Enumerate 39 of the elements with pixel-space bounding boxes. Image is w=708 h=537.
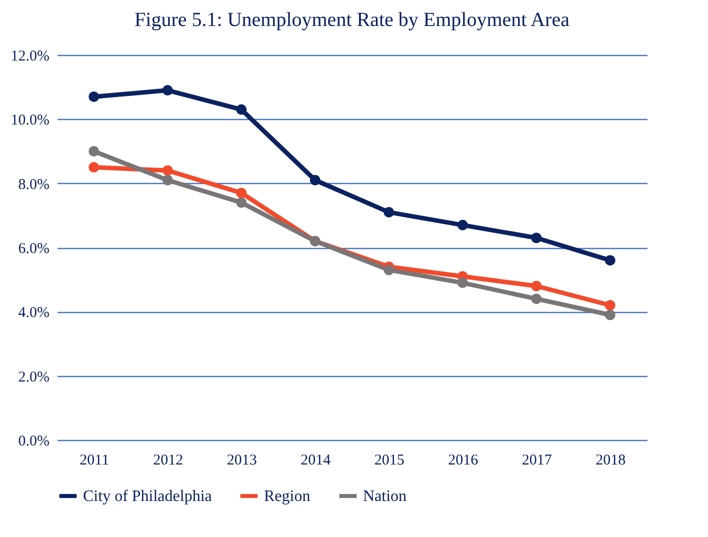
x-tick-label: 2014	[300, 452, 332, 468]
x-tick-label: 2011	[80, 452, 110, 468]
point	[236, 188, 247, 198]
y-tick-label: 8.0%	[18, 176, 50, 193]
point	[457, 278, 468, 288]
point	[531, 294, 542, 304]
y-tick-label: 6.0%	[18, 241, 50, 257]
point	[604, 310, 616, 320]
x-tick-label: 2013	[226, 452, 257, 468]
point	[162, 174, 173, 186]
y-tick-label: 2.0%	[18, 369, 50, 386]
point	[236, 104, 247, 115]
y-tick-label: 10.0%	[10, 112, 50, 129]
point	[310, 174, 320, 186]
chart-title: Figure 5.1: Unemployment Rate by Employment Area	[134, 9, 570, 31]
y-tick-label: 4.0%	[18, 305, 50, 322]
y-tick-label: 0.0%	[18, 434, 50, 450]
point	[604, 300, 616, 310]
x-tick-label: 2015	[374, 452, 404, 468]
x-tick-label: 2018	[596, 452, 626, 468]
point	[88, 146, 100, 156]
x-tick-label: 2012	[153, 452, 184, 468]
point	[384, 206, 394, 218]
point	[531, 232, 542, 244]
point	[236, 197, 247, 208]
point	[457, 220, 468, 230]
x-tick-label: 2016	[448, 452, 479, 468]
point	[604, 255, 616, 266]
legend-label: City of Philadelphia	[83, 488, 212, 505]
point	[162, 85, 173, 96]
point	[531, 280, 542, 292]
point	[88, 162, 100, 173]
legend-label: Region	[264, 488, 310, 505]
point	[88, 91, 100, 102]
point	[384, 264, 394, 276]
y-tick-label: 12.0%	[10, 48, 50, 64]
point	[162, 165, 173, 176]
legend-label: Nation	[363, 488, 407, 505]
x-tick-label: 2017	[522, 452, 552, 468]
